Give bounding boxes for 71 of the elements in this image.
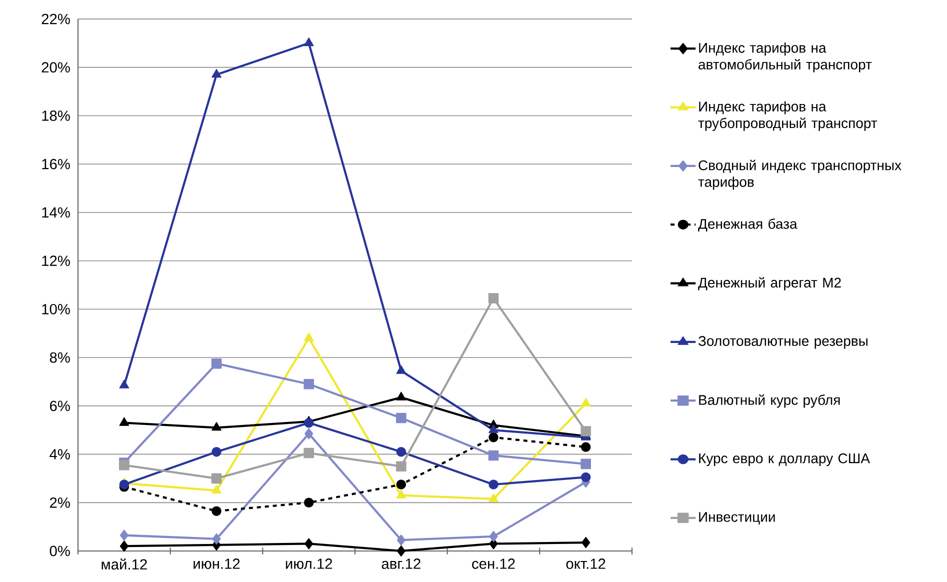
- legend-label: Сводный индекс транспортных тарифов: [698, 160, 902, 190]
- point: [580, 442, 591, 452]
- point: [212, 484, 222, 494]
- point: [396, 365, 406, 374]
- y-tick-label: 14%: [42, 207, 70, 218]
- y-tick-label: 12%: [42, 256, 70, 266]
- y-tick-label: 6%: [50, 400, 70, 412]
- point: [396, 545, 406, 557]
- point: [120, 540, 129, 552]
- point: [580, 426, 591, 436]
- point: [396, 461, 406, 472]
- point: [304, 38, 314, 46]
- x-tick-label: сен.12: [472, 558, 515, 569]
- point: [212, 446, 222, 457]
- point: [212, 506, 222, 516]
- point: [396, 480, 406, 490]
- point: [212, 68, 222, 78]
- point: [396, 490, 406, 498]
- point: [488, 424, 498, 434]
- point: [304, 448, 314, 458]
- point: [304, 418, 314, 428]
- point: [396, 412, 406, 424]
- y-tick-label: 18%: [42, 110, 70, 121]
- point: [304, 538, 314, 550]
- legend-label: Курс евро к доллару США: [699, 453, 870, 466]
- x-tick-label: июн.12: [194, 558, 240, 569]
- point: [119, 417, 130, 426]
- point: [580, 458, 591, 470]
- point: [304, 379, 314, 390]
- point: [488, 480, 498, 490]
- y-tick-label: 2%: [50, 497, 70, 508]
- point: [304, 332, 314, 342]
- point: [119, 380, 130, 388]
- point: [119, 480, 130, 490]
- point: [580, 398, 591, 406]
- point: [581, 536, 590, 548]
- point: [580, 472, 591, 482]
- point: [489, 530, 498, 542]
- x-tick-label: окт.12: [566, 558, 606, 569]
- point: [396, 392, 406, 400]
- legend-label: Индекс тарифов на автомобильный транспорт: [698, 42, 872, 72]
- point: [119, 460, 130, 470]
- point: [212, 422, 222, 431]
- point: [488, 493, 498, 502]
- point: [304, 498, 314, 508]
- y-tick-label: 22%: [42, 14, 70, 24]
- point: [488, 293, 499, 304]
- point: [211, 358, 222, 369]
- point: [488, 450, 499, 461]
- y-tick-label: 16%: [42, 158, 70, 170]
- point: [304, 428, 314, 440]
- point: [488, 432, 498, 442]
- point: [120, 530, 129, 541]
- x-tick-label: май.12: [102, 558, 147, 570]
- y-tick-label: 4%: [50, 449, 70, 460]
- legend-label: Валютный курс рубля: [699, 394, 840, 408]
- point: [396, 534, 406, 546]
- point: [211, 473, 222, 484]
- x-tick-label: авг.12: [382, 558, 420, 569]
- legend-label: Денежная база: [698, 218, 798, 232]
- point: [396, 446, 406, 457]
- legend-label: Золотовалютные резервы: [698, 336, 868, 349]
- y-tick-label: 10%: [42, 304, 70, 314]
- point: [212, 533, 221, 545]
- x-tick-label: июл.12: [286, 558, 332, 569]
- legend-label: Инвестиции: [699, 512, 775, 525]
- legend-label: Денежный агрегат М2: [698, 277, 841, 290]
- y-tick-label: 0%: [50, 546, 70, 556]
- legend-label: Индекс тарифов на трубопроводный транспорт: [698, 101, 878, 131]
- y-tick-label: 20%: [42, 62, 70, 73]
- y-tick-label: 8%: [50, 352, 70, 363]
